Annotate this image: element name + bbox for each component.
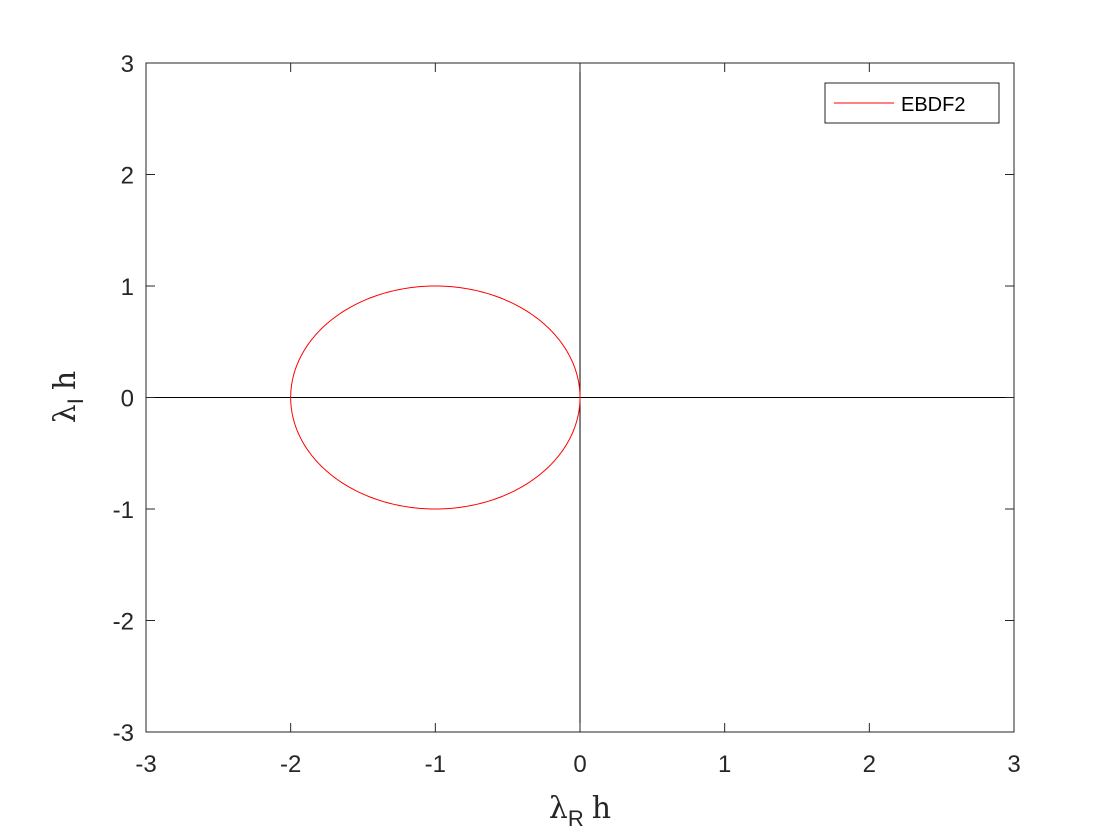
y-tick-label: 0 (121, 386, 134, 413)
x-tick-label: 2 (863, 751, 876, 778)
y-tick-label: -1 (113, 497, 134, 524)
series-line-ebdf2 (290, 285, 581, 510)
y-tick-label: 3 (121, 51, 134, 78)
y-axis-label-suffix: h (48, 371, 83, 390)
y-tick-label: 2 (121, 163, 134, 190)
x-tick-label: 3 (1007, 751, 1020, 778)
y-axis-label-subscript: I (63, 398, 88, 404)
y-axis-label-symbol: λ (48, 404, 83, 423)
y-axis-ticks: -3 -2 -1 0 1 2 3 (113, 51, 1014, 747)
x-axis-label-suffix: h (592, 791, 611, 826)
x-axis-label-subscript: R (568, 806, 584, 831)
x-tick-label: 1 (718, 751, 731, 778)
x-axis-label-symbol: λ (549, 791, 568, 826)
y-tick-label: -3 (113, 720, 134, 747)
y-axis-label: λIh (48, 371, 88, 423)
x-tick-label: -1 (425, 751, 446, 778)
legend: EBDF2 (824, 82, 1000, 124)
legend-label: EBDF2 (901, 94, 965, 116)
y-tick-label: 1 (121, 274, 134, 301)
x-axis-label: λR h (549, 791, 611, 831)
x-tick-label: 0 (573, 751, 586, 778)
series-layer (290, 285, 581, 510)
y-tick-label: -2 (113, 609, 134, 636)
x-axis-ticks: -3 -2 -1 0 1 2 3 (135, 63, 1021, 778)
x-tick-label: -2 (280, 751, 301, 778)
x-tick-label: -3 (135, 751, 156, 778)
